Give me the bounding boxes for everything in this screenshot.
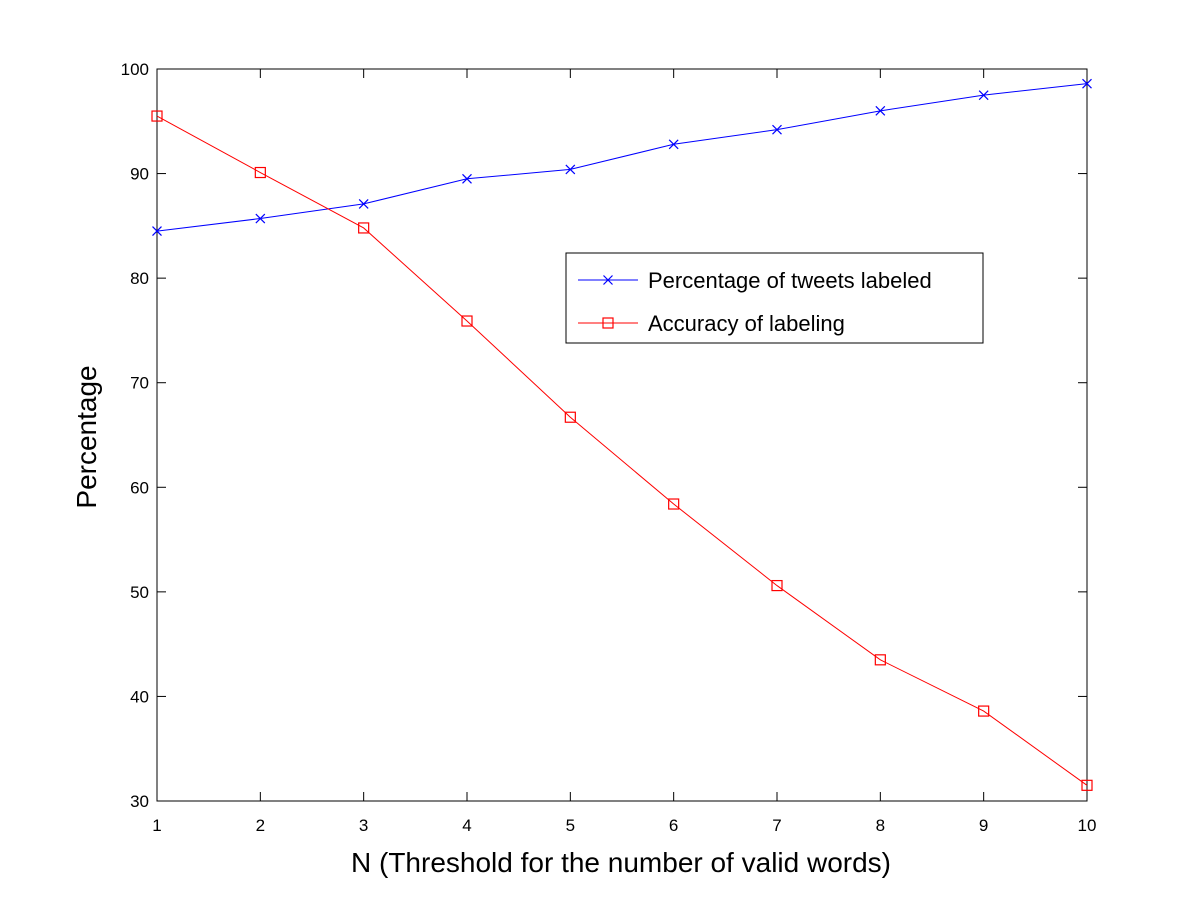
legend-box — [565, 252, 984, 344]
legend-entry: Percentage of tweets labeled — [578, 268, 932, 293]
series-1 — [152, 78, 1092, 237]
x-tick-label: 7 — [772, 816, 781, 835]
x-tick-label: 1 — [152, 816, 161, 835]
data-point — [668, 139, 679, 150]
data-point — [1081, 779, 1093, 791]
x-tick-label: 8 — [876, 816, 885, 835]
y-tick-label: 90 — [130, 165, 149, 184]
data-point — [1082, 78, 1092, 89]
y-tick-label: 80 — [130, 269, 149, 288]
data-point — [772, 124, 782, 135]
series-2 — [151, 110, 1093, 791]
data-point — [358, 222, 370, 234]
data-point — [152, 226, 162, 237]
legend-label: Percentage of tweets labeled — [648, 268, 932, 293]
series-line — [156, 115, 1088, 786]
data-point — [151, 110, 163, 122]
data-point — [255, 213, 266, 224]
data-point — [668, 498, 680, 510]
data-point — [978, 90, 989, 101]
data-point — [358, 198, 369, 209]
x-tick-label: 3 — [359, 816, 368, 835]
data-point — [875, 105, 886, 116]
legend-label: Accuracy of labeling — [648, 311, 845, 336]
series-layer — [151, 78, 1093, 791]
data-point — [565, 164, 576, 175]
x-tick-label: 9 — [979, 816, 988, 835]
y-tick-label: 100 — [121, 60, 149, 79]
y-tick-label: 50 — [130, 583, 149, 602]
x-tick-label: 4 — [462, 816, 471, 835]
legend-marker — [603, 275, 613, 285]
legend: Percentage of tweets labeled Accuracy of … — [565, 252, 984, 344]
plot-frame — [156, 68, 1088, 802]
y-tick-label: 40 — [130, 687, 149, 706]
data-point — [564, 411, 576, 423]
y-tick-label: 70 — [130, 374, 149, 393]
series-line — [156, 83, 1088, 232]
legend-entry: Accuracy of labeling — [578, 311, 845, 336]
x-tick-label: 5 — [566, 816, 575, 835]
data-point — [461, 315, 473, 327]
x-tick-label: 10 — [1078, 816, 1097, 835]
data-point — [874, 654, 886, 666]
x-tick-label: 2 — [256, 816, 265, 835]
x-axis-title: N (Threshold for the number of valid wor… — [351, 847, 891, 878]
data-point — [771, 579, 783, 592]
y-axis-title: Percentage — [71, 365, 102, 508]
x-tick-label: 6 — [669, 816, 678, 835]
data-point — [254, 166, 266, 179]
legend-marker — [602, 317, 614, 329]
axes: 1 2 3 4 5 6 7 8 9 10 30 40 50 60 70 80 90 100 — [121, 60, 1097, 835]
y-tick-label: 60 — [130, 478, 149, 497]
data-point — [978, 705, 990, 717]
data-point — [462, 173, 472, 184]
y-tick-label: 30 — [130, 792, 149, 811]
